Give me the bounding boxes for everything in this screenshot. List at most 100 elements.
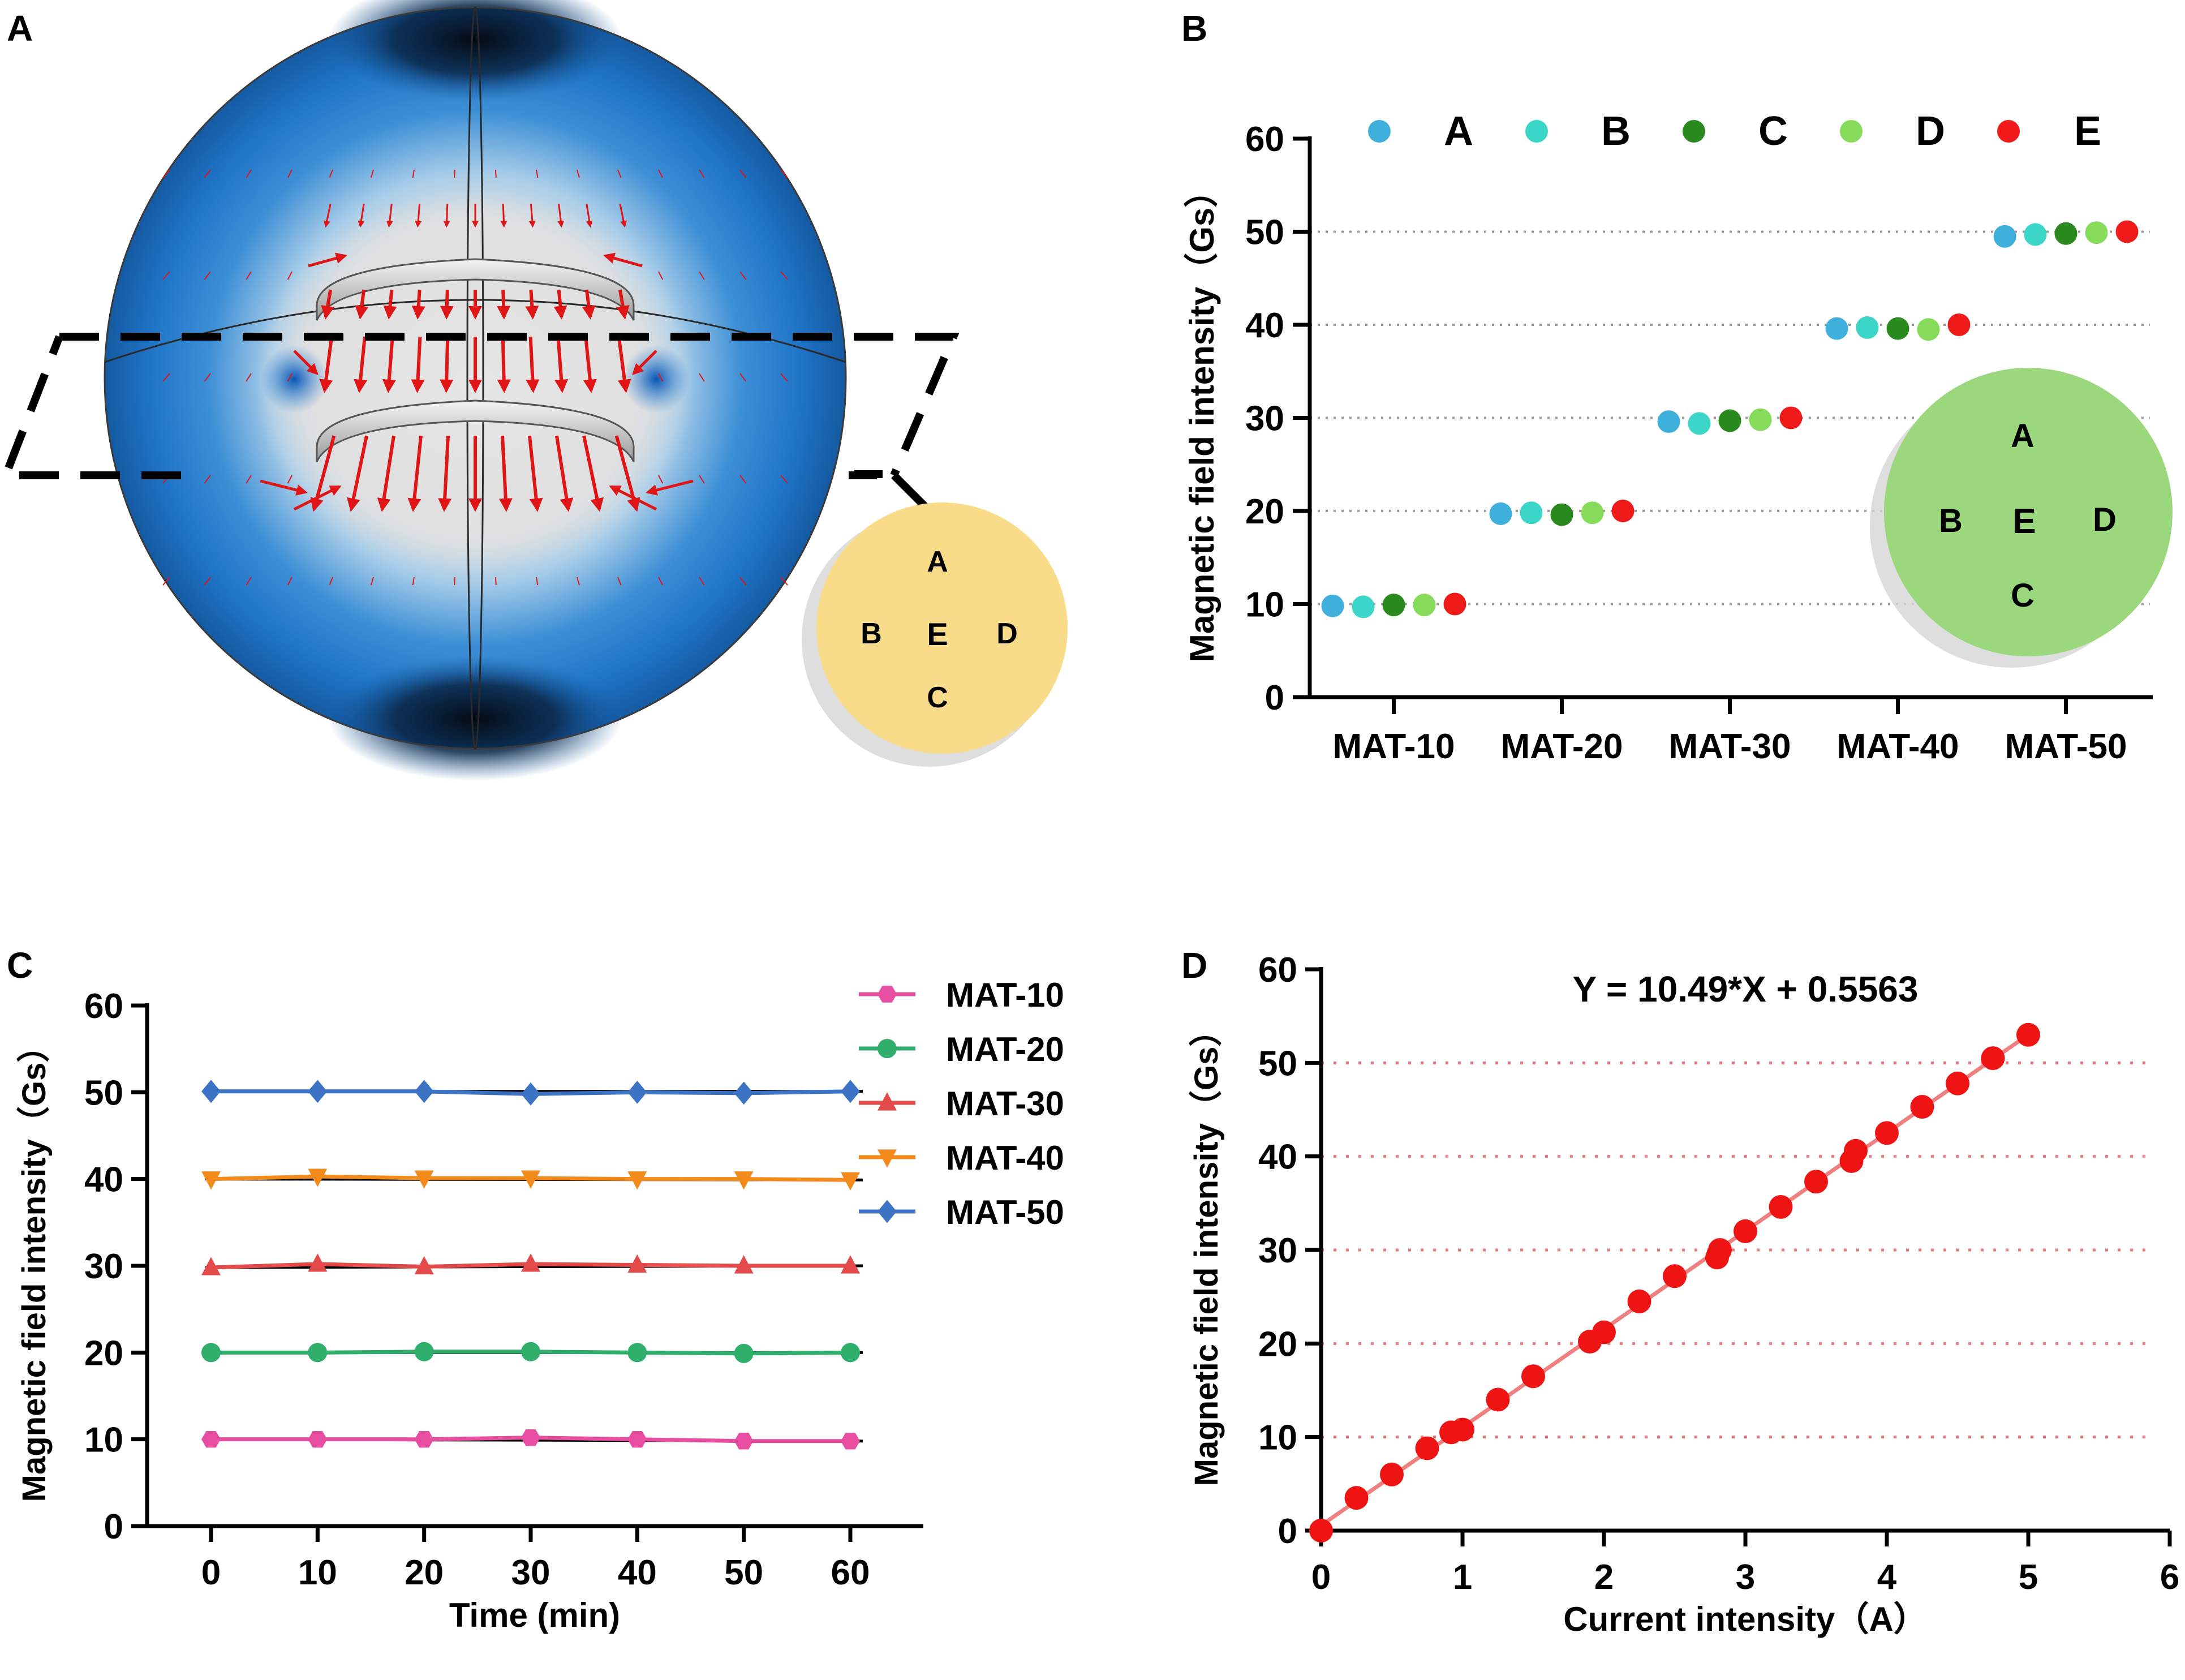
data-point-MAT-50 <box>414 1080 434 1103</box>
y-axis-label: Magnetic field intensity（Gs） <box>1183 174 1221 662</box>
data-point-MAT-10 <box>521 1429 540 1446</box>
x-tick-label: 40 <box>618 1553 657 1592</box>
field-arrow <box>321 289 334 320</box>
legend-label-MAT-20: MAT-20 <box>946 1030 1064 1068</box>
legend-circle-a: A B E D C <box>802 502 1068 767</box>
y-tick-label: 10 <box>1258 1419 1297 1458</box>
data-point-D <box>1581 501 1604 525</box>
data-point-MAT-10 <box>414 1430 434 1448</box>
data-point-B <box>2024 223 2047 246</box>
south-pole-shadow <box>328 656 622 781</box>
field-arrow-return <box>293 485 342 511</box>
data-point-D <box>2085 221 2108 244</box>
field-arrow-small <box>780 373 788 382</box>
inset-b-label-center: E <box>2012 502 2036 541</box>
data-point <box>1592 1320 1616 1344</box>
data-point-MAT-30 <box>414 1256 434 1275</box>
field-arrow-small <box>246 271 252 280</box>
x-tick-label: 10 <box>298 1553 337 1592</box>
panel-b: B 0 10 20 30 40 50 60 MAT-10 MAT-20 MAT-30 MAT-40 M… <box>1181 8 2173 766</box>
data-point-MAT-50 <box>521 1082 540 1106</box>
legend-label-D: D <box>1916 109 1945 154</box>
field-arrow-small <box>780 577 788 586</box>
legend-marker-E <box>1997 120 2020 143</box>
field-arrow-small <box>287 169 293 178</box>
field-arrow <box>346 435 368 512</box>
field-arrow-small <box>536 169 539 178</box>
right-field-spot <box>622 345 690 413</box>
data-point <box>1910 1095 1934 1119</box>
data-point <box>1380 1462 1404 1486</box>
magnetic-sphere-simulation <box>0 0 960 781</box>
field-arrow-small <box>412 169 415 178</box>
data-point-MAT-20 <box>627 1343 647 1363</box>
y-tick-label: 60 <box>1258 951 1297 990</box>
data-point-A <box>1993 225 2016 248</box>
x-tick-label: 5 <box>2019 1558 2038 1597</box>
field-arrow <box>411 336 425 393</box>
data-point-MAT-10 <box>627 1430 647 1448</box>
coil-lower <box>316 399 635 462</box>
field-arrow-small <box>162 577 170 586</box>
field-arrow-small <box>658 577 664 586</box>
data-point-MAT-40 <box>734 1171 754 1190</box>
data-point <box>1344 1486 1369 1510</box>
field-arrow-small <box>246 169 252 178</box>
field-arrow <box>438 435 452 512</box>
data-point-MAT-10 <box>841 1433 860 1450</box>
field-arrow <box>415 203 422 228</box>
y-tick-label: 60 <box>84 987 123 1026</box>
legend-label-B: B <box>1601 109 1631 154</box>
field-arrow <box>617 336 631 393</box>
y-tick-label: 10 <box>1245 586 1284 625</box>
data-point <box>1415 1436 1439 1460</box>
field-arrow <box>582 435 604 512</box>
field-arrow-small <box>780 475 788 484</box>
data-point-E <box>1443 592 1466 616</box>
panel-letter-d: D <box>1181 945 1207 986</box>
y-tick-label: 40 <box>1245 306 1284 345</box>
legend-label-MAT-50: MAT-50 <box>946 1193 1064 1231</box>
x-tick-label: 3 <box>1736 1558 1755 1597</box>
x-axis-label: Time (min) <box>449 1596 620 1634</box>
data-point-E <box>1611 500 1635 522</box>
field-arrow-small <box>739 475 747 484</box>
field-arrow <box>555 435 574 512</box>
legend-marker-MAT-40 <box>878 1149 897 1168</box>
field-arrow-return <box>609 485 657 511</box>
field-arrow-small <box>617 577 622 586</box>
y-tick-label: 60 <box>1245 120 1284 159</box>
panel-c: C 0 10 20 30 40 50 60 0 10 20 30 40 50 60 Time (min) Ma… <box>7 945 1064 1634</box>
x-tick-label: 4 <box>1877 1558 1897 1597</box>
left-field-spot <box>260 345 328 413</box>
field-arrow <box>443 203 450 228</box>
data-point-MAT-40 <box>627 1171 647 1190</box>
legend-marker-C <box>1683 120 1705 143</box>
data-point <box>1946 1071 1969 1095</box>
data-point-MAT-50 <box>201 1080 221 1103</box>
x-tick-label: 2 <box>1594 1558 1614 1597</box>
field-arrow <box>557 203 565 228</box>
field-arrow <box>383 289 397 320</box>
data-point-B <box>1856 316 1879 339</box>
data-point-C <box>1886 317 1909 340</box>
legend-label-MAT-10: MAT-10 <box>946 976 1064 1014</box>
inset-b-label-left: B <box>1939 502 1963 539</box>
data-point-MAT-10 <box>734 1433 754 1450</box>
data-point <box>1521 1364 1545 1389</box>
data-point-D <box>1749 408 1772 431</box>
data-point <box>1627 1289 1651 1313</box>
data-point-MAT-20 <box>841 1343 860 1363</box>
field-arrow-small <box>204 373 211 382</box>
data-point-D <box>1917 318 1940 341</box>
panel-a: A A B E D <box>0 0 1068 781</box>
field-arrows <box>162 169 788 586</box>
field-arrow-small <box>658 475 664 484</box>
x-tick-label: MAT-10 <box>1333 727 1455 766</box>
field-arrow-small <box>658 169 664 178</box>
data-point-A <box>1825 317 1848 340</box>
field-arrow <box>497 289 511 320</box>
field-arrow <box>386 203 393 228</box>
field-arrow-small <box>739 169 747 178</box>
